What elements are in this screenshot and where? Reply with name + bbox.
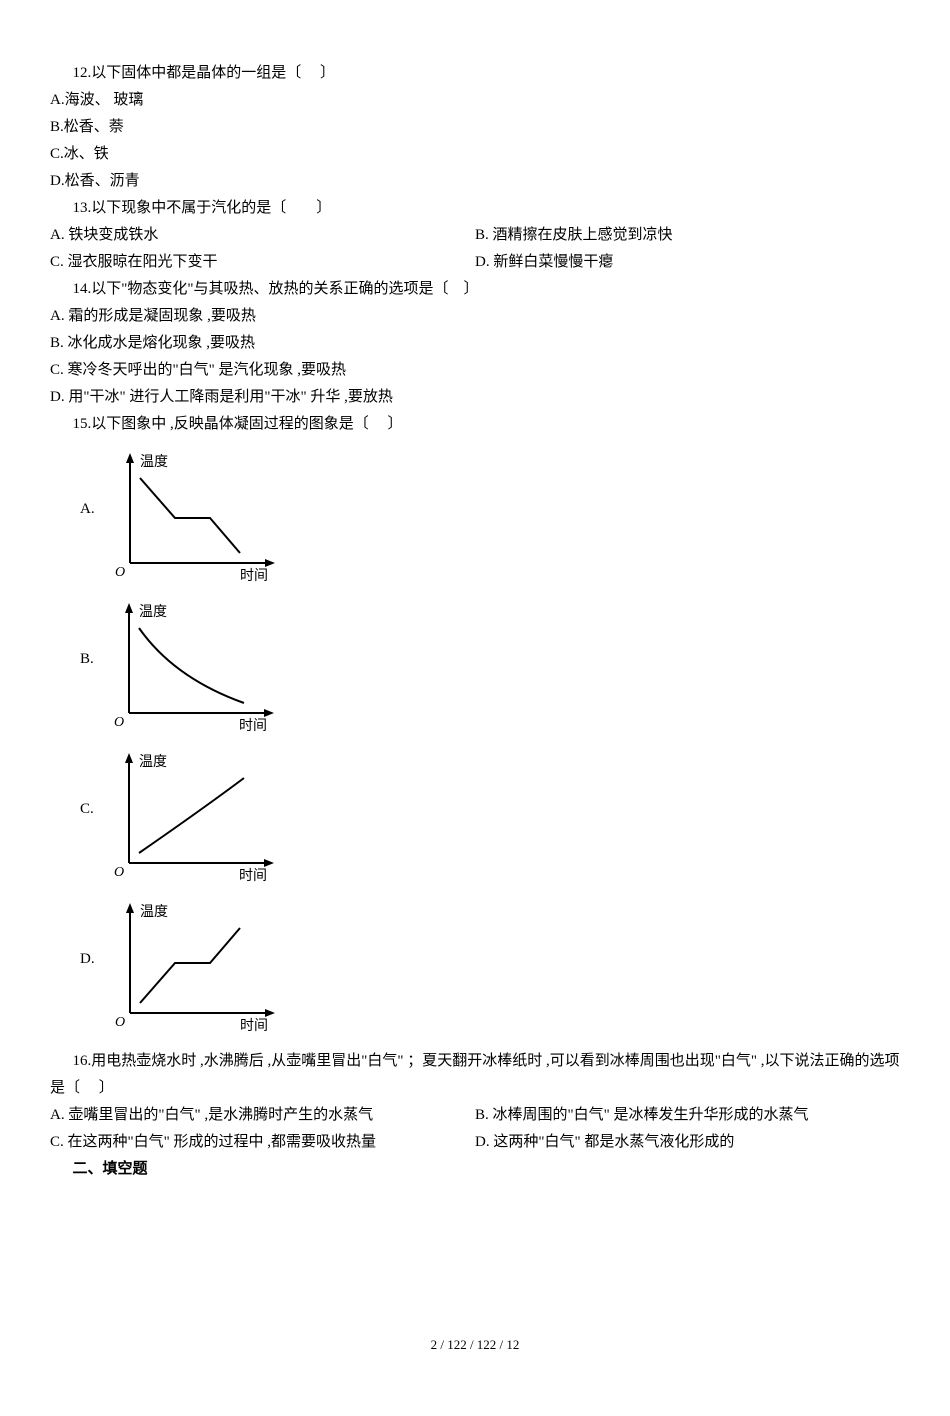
q13-optB: B. 酒精擦在皮肤上感觉到凉快 [475, 222, 900, 249]
svg-text:时间: 时间 [239, 718, 267, 733]
svg-text:时间: 时间 [240, 1018, 268, 1033]
q12-optB: B.松香、萘 [50, 114, 900, 141]
chart-b: 温度 时间 O [104, 598, 279, 733]
q14-stem: 14.以下"物态变化"与其吸热、放热的关系正确的选项是〔 〕 [50, 276, 900, 303]
q16-row1: A. 壶嘴里冒出的"白气" ,是水沸腾时产生的水蒸气 B. 冰棒周围的"白气" … [50, 1102, 900, 1129]
svg-text:O: O [114, 865, 124, 880]
q13-stem: 13.以下现象中不属于汽化的是〔 〕 [50, 195, 900, 222]
svg-text:O: O [115, 1015, 125, 1030]
svg-text:温度: 温度 [139, 754, 167, 770]
svg-text:时间: 时间 [239, 868, 267, 883]
q14-optC: C. 寒冷冬天呼出的"白气" 是汽化现象 ,要吸热 [50, 357, 900, 384]
q14-optD: D. 用"干冰" 进行人工降雨是利用"干冰" 升华 ,要放热 [50, 384, 900, 411]
q16-optC: C. 在这两种"白气" 形成的过程中 ,都需要吸收热量 [50, 1129, 475, 1156]
chart-c-row: C. 温度 时间 O [80, 748, 900, 883]
q15-optC-label: C. [80, 796, 94, 883]
q14-optB: B. 冰化成水是熔化现象 ,要吸热 [50, 330, 900, 357]
q14-optA: A. 霜的形成是凝固现象 ,要吸热 [50, 303, 900, 330]
q12-optA: A.海波、 玻璃 [50, 87, 900, 114]
section2-title: 二、填空题 [50, 1156, 900, 1183]
q13-optD: D. 新鲜白菜慢慢干瘪 [475, 249, 900, 276]
q16-optA: A. 壶嘴里冒出的"白气" ,是水沸腾时产生的水蒸气 [50, 1102, 475, 1129]
q15-optB-label: B. [80, 646, 94, 733]
svg-text:时间: 时间 [240, 568, 268, 583]
chart-d: 温度 时间 O [105, 898, 280, 1033]
svg-text:温度: 温度 [140, 904, 168, 920]
q13-optC: C. 湿衣服晾在阳光下变干 [50, 249, 475, 276]
q15-optD-label: D. [80, 946, 95, 1033]
chart-a-row: A. 温度 时间 O [80, 448, 900, 583]
chart-d-row: D. 温度 时间 O [80, 898, 900, 1033]
svg-text:温度: 温度 [139, 604, 167, 620]
q15-optA-label: A. [80, 496, 95, 583]
q15-stem: 15.以下图象中 ,反映晶体凝固过程的图象是〔 〕 [50, 411, 900, 438]
q16-optD: D. 这两种"白气" 都是水蒸气液化形成的 [475, 1129, 900, 1156]
chart-a: 温度 时间 O [105, 448, 280, 583]
q16-optB: B. 冰棒周围的"白气" 是冰棒发生升华形成的水蒸气 [475, 1102, 900, 1129]
q13-row1: A. 铁块变成铁水 B. 酒精擦在皮肤上感觉到凉快 [50, 222, 900, 249]
chart-b-row: B. 温度 时间 O [80, 598, 900, 733]
svg-text:温度: 温度 [140, 454, 168, 470]
q13-row2: C. 湿衣服晾在阳光下变干 D. 新鲜白菜慢慢干瘪 [50, 249, 900, 276]
svg-text:O: O [115, 565, 125, 580]
q12-optC: C.冰、铁 [50, 141, 900, 168]
q16-row2: C. 在这两种"白气" 形成的过程中 ,都需要吸收热量 D. 这两种"白气" 都… [50, 1129, 900, 1156]
q13-optA: A. 铁块变成铁水 [50, 222, 475, 249]
page-footer: 2 / 122 / 122 / 12 [50, 1333, 900, 1356]
chart-c: 温度 时间 O [104, 748, 279, 883]
q12-stem: 12.以下固体中都是晶体的一组是〔 〕 [50, 60, 900, 87]
q12-optD: D.松香、沥青 [50, 168, 900, 195]
q16-stem: 16.用电热壶烧水时 ,水沸腾后 ,从壶嘴里冒出"白气" ；夏天翻开冰棒纸时 ,… [50, 1048, 900, 1102]
svg-text:O: O [114, 715, 124, 730]
